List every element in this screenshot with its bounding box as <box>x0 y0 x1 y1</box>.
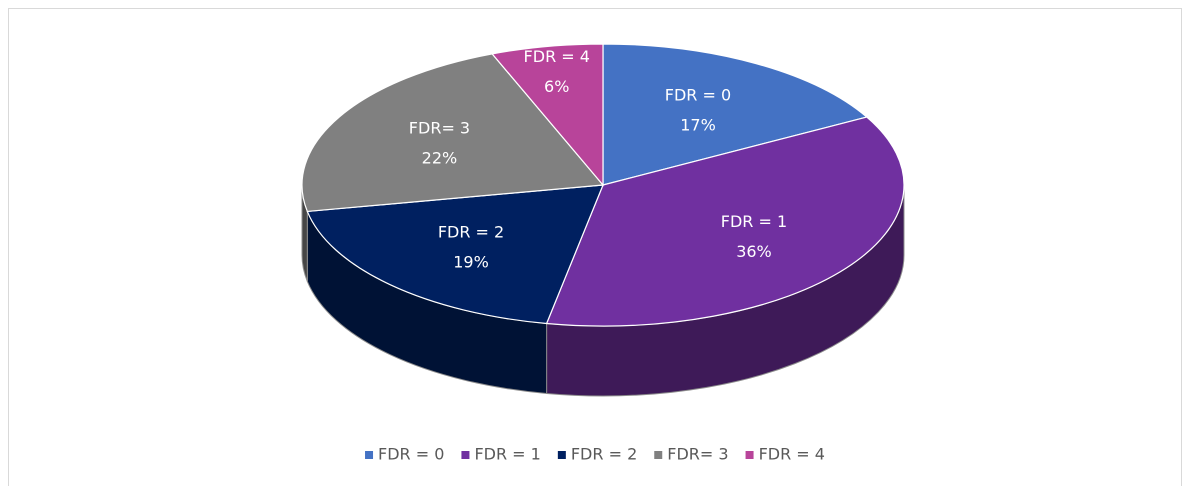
legend-label: FDR = 0 <box>378 445 444 464</box>
data-label-value: 6% <box>544 77 569 96</box>
pie-slice <box>301 53 605 213</box>
legend-swatch <box>654 451 663 459</box>
legend-swatch <box>461 451 470 459</box>
data-label-value: 17% <box>680 115 716 134</box>
legend-swatch <box>745 451 754 459</box>
data-label-name: FDR = 4 <box>524 47 590 66</box>
data-label-value: 22% <box>422 148 458 167</box>
data-label-value: 36% <box>736 242 772 261</box>
legend-label: FDR = 2 <box>571 445 637 464</box>
data-label-name: FDR = 2 <box>438 222 504 241</box>
pie-slice <box>602 43 869 186</box>
pie-slice <box>545 116 905 327</box>
legend: FDR = 0 FDR = 1 FDR = 2 FDR= 3 FDR = 4 <box>365 445 825 464</box>
legend-swatch <box>365 451 374 459</box>
data-label-value: 19% <box>453 252 489 271</box>
data-label-name: FDR= 3 <box>409 118 470 137</box>
chart-frame <box>8 8 1182 486</box>
data-label-name: FDR = 0 <box>665 85 731 104</box>
pie-slice <box>306 184 604 325</box>
legend-label: FDR = 4 <box>759 445 825 464</box>
legend-label: FDR= 3 <box>667 445 728 464</box>
legend-swatch <box>557 451 566 459</box>
data-label-name: FDR = 1 <box>721 212 787 231</box>
legend-label: FDR = 1 <box>474 445 540 464</box>
pie-slice <box>491 43 604 187</box>
